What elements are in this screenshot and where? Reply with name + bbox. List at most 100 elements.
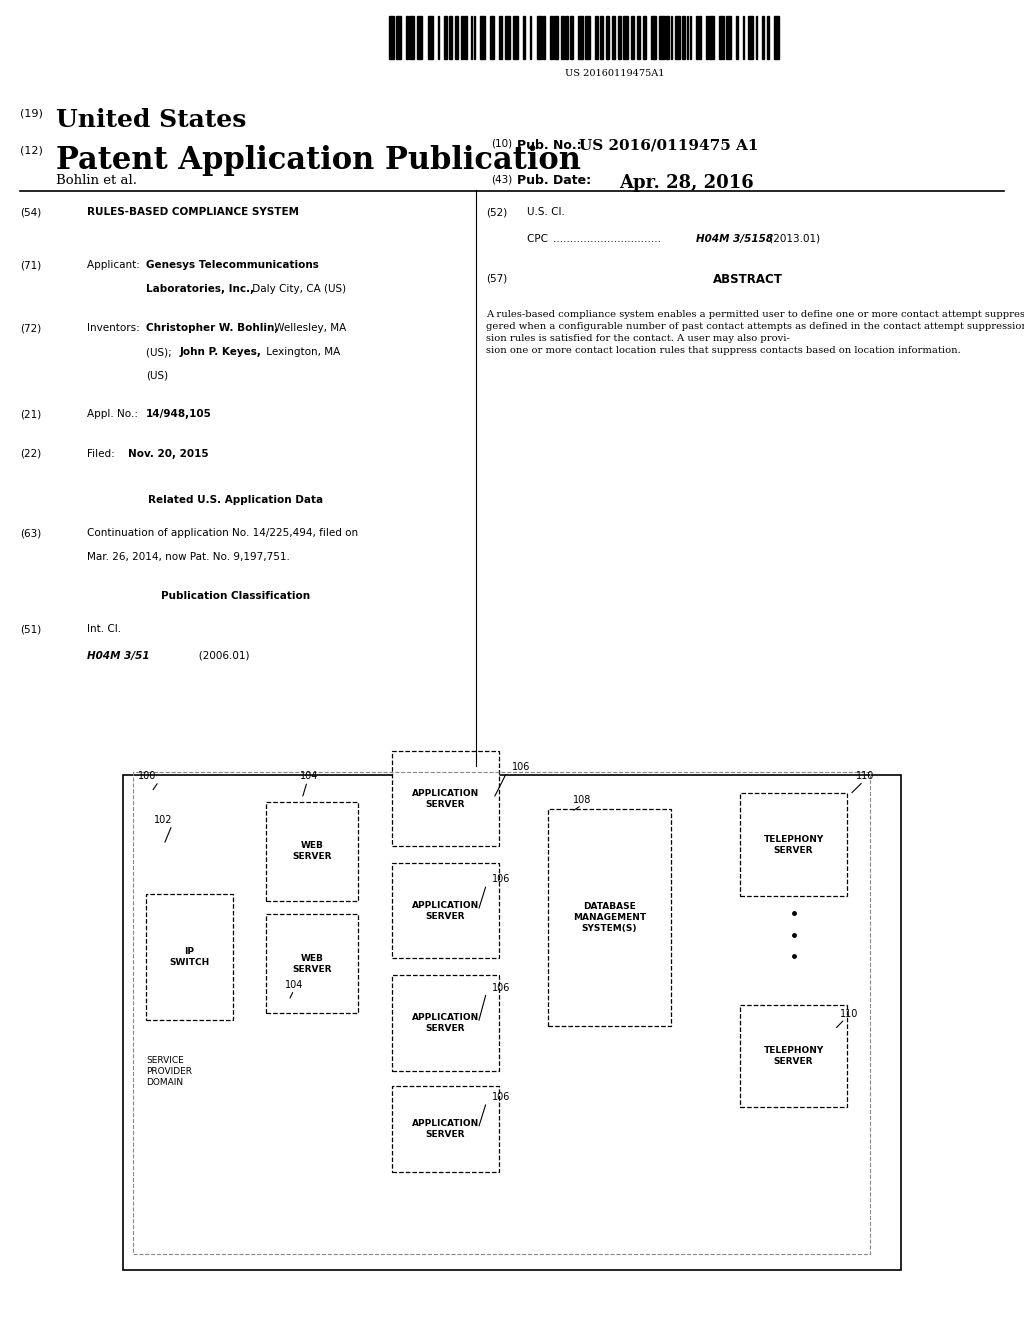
- Bar: [599, 16, 602, 59]
- Bar: [569, 16, 572, 59]
- Bar: [418, 16, 423, 59]
- Bar: [736, 16, 737, 59]
- Text: 110: 110: [840, 1008, 858, 1019]
- Text: TELEPHONY
SERVER: TELEPHONY SERVER: [764, 1045, 823, 1067]
- Text: Applicant:: Applicant:: [87, 260, 143, 271]
- Text: (54): (54): [20, 207, 42, 218]
- Text: Publication Classification: Publication Classification: [161, 591, 310, 602]
- Text: US 2016/0119475 A1: US 2016/0119475 A1: [579, 139, 758, 153]
- Text: 102: 102: [154, 814, 172, 825]
- Bar: [471, 16, 472, 59]
- Text: A rules-based compliance system enables a permitted user to define one or more c: A rules-based compliance system enables …: [486, 310, 1024, 355]
- Bar: [123, 775, 901, 1270]
- Text: Bohlin et al.: Bohlin et al.: [56, 174, 137, 187]
- Text: (US);: (US);: [146, 347, 175, 358]
- Text: SERVICE
PROVIDER
DOMAIN: SERVICE PROVIDER DOMAIN: [146, 1056, 193, 1088]
- Bar: [406, 16, 408, 59]
- Text: DATABASE
MANAGEMENT
SYSTEM(S): DATABASE MANAGEMENT SYSTEM(S): [572, 902, 646, 933]
- Bar: [474, 16, 475, 59]
- FancyBboxPatch shape: [739, 793, 848, 896]
- Text: ABSTRACT: ABSTRACT: [713, 273, 782, 286]
- FancyBboxPatch shape: [739, 1005, 848, 1107]
- Text: 110: 110: [856, 771, 874, 781]
- Text: Pub. Date:: Pub. Date:: [517, 174, 591, 187]
- Text: (12): (12): [20, 145, 43, 156]
- Text: 106: 106: [492, 982, 510, 993]
- Bar: [748, 16, 753, 59]
- Bar: [560, 16, 563, 59]
- Text: U.S. Cl.: U.S. Cl.: [527, 207, 565, 218]
- Bar: [530, 16, 531, 59]
- Bar: [550, 16, 553, 59]
- Text: 104: 104: [285, 979, 303, 990]
- Text: Pub. No.:: Pub. No.:: [517, 139, 582, 152]
- Bar: [617, 16, 621, 59]
- FancyBboxPatch shape: [391, 863, 500, 958]
- Text: (43): (43): [492, 174, 513, 185]
- Bar: [682, 16, 685, 59]
- Text: WEB
SERVER: WEB SERVER: [293, 841, 332, 862]
- Text: Appl. No.:: Appl. No.:: [87, 409, 141, 420]
- Text: Wellesley, MA: Wellesley, MA: [271, 323, 346, 334]
- Bar: [611, 16, 614, 59]
- FancyBboxPatch shape: [391, 975, 500, 1071]
- Text: Continuation of application No. 14/225,494, filed on: Continuation of application No. 14/225,4…: [87, 528, 358, 539]
- Bar: [637, 16, 640, 59]
- Bar: [605, 16, 608, 59]
- Text: H04M 3/51: H04M 3/51: [87, 651, 150, 661]
- Text: (72): (72): [20, 323, 42, 334]
- Bar: [696, 16, 697, 59]
- Bar: [133, 772, 870, 1254]
- Text: (US): (US): [146, 371, 169, 381]
- Bar: [666, 16, 669, 59]
- Text: Mar. 26, 2014, now Pat. No. 9,197,751.: Mar. 26, 2014, now Pat. No. 9,197,751.: [87, 552, 290, 562]
- Bar: [651, 16, 656, 59]
- Text: (2013.01): (2013.01): [766, 234, 820, 244]
- Text: Int. Cl.: Int. Cl.: [87, 624, 121, 635]
- Bar: [631, 16, 634, 59]
- Bar: [762, 16, 764, 59]
- Bar: [565, 16, 568, 59]
- Text: H04M 3/5158: H04M 3/5158: [696, 234, 773, 244]
- FancyBboxPatch shape: [548, 808, 671, 1027]
- Text: Related U.S. Application Data: Related U.S. Application Data: [147, 495, 324, 506]
- Bar: [699, 16, 700, 59]
- FancyBboxPatch shape: [391, 1085, 500, 1172]
- Bar: [444, 16, 447, 59]
- Bar: [709, 16, 714, 59]
- Text: Daly City, CA (US): Daly City, CA (US): [249, 284, 346, 294]
- Bar: [513, 16, 518, 59]
- Text: (57): (57): [486, 273, 508, 284]
- FancyBboxPatch shape: [266, 913, 358, 1014]
- Text: (19): (19): [20, 108, 43, 119]
- Text: APPLICATION
SERVER: APPLICATION SERVER: [412, 1012, 479, 1034]
- Text: 108: 108: [573, 795, 592, 805]
- FancyBboxPatch shape: [145, 895, 232, 1019]
- Bar: [389, 16, 394, 59]
- Bar: [438, 16, 439, 59]
- Bar: [675, 16, 680, 59]
- Text: Christopher W. Bohlin,: Christopher W. Bohlin,: [146, 323, 279, 334]
- Text: United States: United States: [56, 108, 247, 132]
- Bar: [742, 16, 744, 59]
- Text: ................................: ................................: [553, 234, 665, 244]
- Text: Inventors:: Inventors:: [87, 323, 143, 334]
- FancyBboxPatch shape: [266, 801, 358, 900]
- Bar: [719, 16, 724, 59]
- Bar: [537, 16, 542, 59]
- Text: Laboratories, Inc.,: Laboratories, Inc.,: [146, 284, 255, 294]
- Bar: [689, 16, 691, 59]
- Text: (21): (21): [20, 409, 42, 420]
- Bar: [428, 16, 433, 59]
- Bar: [480, 16, 485, 59]
- Text: APPLICATION
SERVER: APPLICATION SERVER: [412, 1118, 479, 1139]
- Text: Filed:: Filed:: [87, 449, 134, 459]
- Text: 100: 100: [138, 771, 157, 781]
- Bar: [585, 16, 590, 59]
- Bar: [499, 16, 502, 59]
- Text: APPLICATION
SERVER: APPLICATION SERVER: [412, 900, 479, 921]
- Text: CPC: CPC: [527, 234, 552, 244]
- Text: Patent Application Publication: Patent Application Publication: [56, 145, 582, 176]
- Text: John P. Keyes,: John P. Keyes,: [179, 347, 261, 358]
- Bar: [686, 16, 688, 59]
